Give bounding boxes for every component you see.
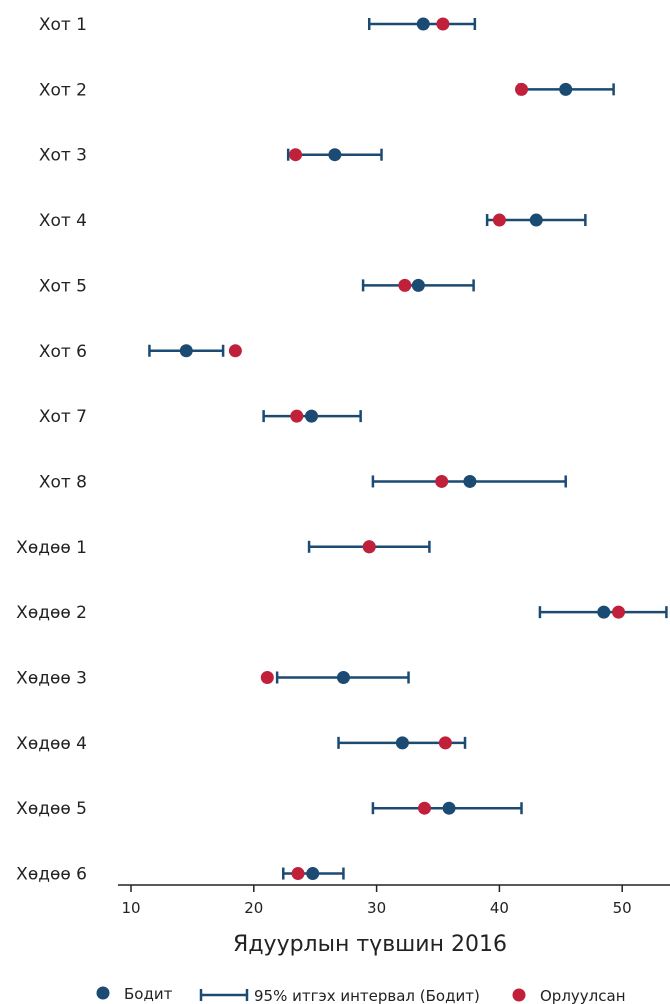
- data-points: [179, 17, 626, 881]
- x-tick-label: 50: [613, 899, 632, 917]
- category-labels: Хот 1 Хот 2 Хот 3 Хот 4 Хот 5 Хот 6 Хот 7 Хот 8…: [16, 15, 87, 885]
- legend-marker-imputed: [512, 988, 526, 1002]
- point-imputed: [435, 474, 449, 488]
- point-imputed: [362, 540, 376, 554]
- legend-label-imputed: Орлуулсан: [540, 987, 626, 1004]
- category-label: Хөдөө 3: [16, 669, 87, 689]
- point-actual: [411, 278, 425, 292]
- legend: Бодит 95% итгэх интервал (Бодит) Орлуулс…: [96, 985, 626, 1004]
- point-imputed: [291, 867, 305, 881]
- legend-label-actual: Бодит: [124, 985, 173, 1003]
- category-label: Хөдөө 6: [16, 865, 87, 885]
- point-imputed: [417, 801, 431, 815]
- category-label: Хөдөө 1: [16, 538, 87, 558]
- point-actual: [306, 867, 320, 881]
- point-imputed: [289, 148, 303, 162]
- category-label: Хот 8: [39, 472, 87, 492]
- point-imputed: [515, 82, 529, 96]
- point-imputed: [612, 605, 626, 619]
- point-imputed: [228, 344, 242, 358]
- point-actual: [597, 605, 611, 619]
- point-actual: [442, 801, 456, 815]
- category-label: Хот 4: [39, 211, 87, 231]
- point-actual: [179, 344, 193, 358]
- point-imputed: [436, 17, 450, 31]
- point-actual: [463, 474, 477, 488]
- x-tick-label: 10: [121, 899, 140, 917]
- point-imputed: [260, 671, 274, 684]
- legend-marker-actual: [96, 986, 110, 1000]
- point-actual: [305, 409, 319, 423]
- point-imputed: [290, 409, 304, 423]
- x-axis-title: Ядуурлын түвшин 2016: [233, 932, 507, 957]
- point-imputed: [438, 736, 452, 750]
- point-actual: [559, 82, 573, 96]
- point-actual: [416, 17, 430, 31]
- category-label: Хөдөө 5: [16, 799, 87, 819]
- category-label: Хот 1: [39, 15, 87, 35]
- point-imputed: [492, 213, 506, 227]
- category-label: Хот 7: [39, 407, 87, 427]
- category-label: Хөдөө 2: [16, 603, 87, 623]
- point-imputed: [398, 278, 412, 292]
- category-label: Хот 3: [39, 146, 87, 166]
- legend-label-ci: 95% итгэх интервал (Бодит): [254, 987, 480, 1004]
- category-label: Хот 6: [39, 342, 87, 362]
- category-label: Хөдөө 4: [16, 734, 87, 754]
- x-axis: 10 20 30 40 50: [118, 884, 670, 917]
- point-actual: [529, 213, 543, 227]
- point-actual: [328, 148, 342, 162]
- category-label: Хот 5: [39, 276, 87, 296]
- x-tick-label: 20: [244, 899, 263, 917]
- confidence-intervals: [148, 18, 668, 880]
- x-tick-label: 30: [367, 899, 386, 917]
- point-actual: [336, 671, 350, 684]
- legend-marker-ci: [199, 989, 249, 1001]
- category-label: Хот 2: [39, 80, 87, 100]
- x-tick-label: 40: [490, 899, 509, 917]
- point-actual: [395, 736, 409, 750]
